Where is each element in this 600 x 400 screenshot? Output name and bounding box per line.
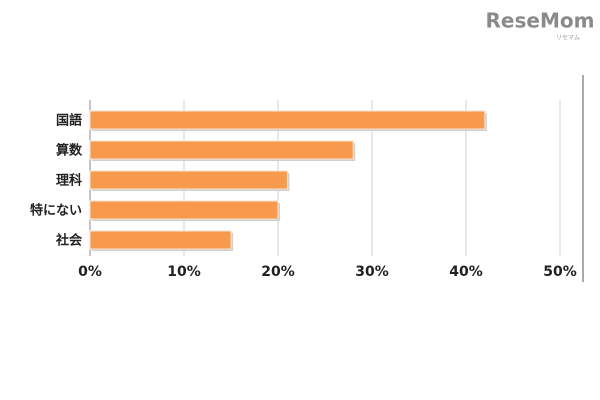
x-tick-label: 50% [543,264,577,280]
x-tick-label: 20% [261,264,295,280]
y-tick-label: 算数 [56,143,83,159]
x-tick-label: 0% [78,264,102,280]
watermark-sub: リセマム [556,35,580,42]
x-tick-label: 10% [167,264,201,280]
y-tick-label: 社会 [55,233,83,249]
y-tick-label: 理科 [56,173,82,189]
watermark: ReseMom [486,9,595,33]
bar [89,140,354,160]
y-tick-label: 国語 [56,113,82,129]
x-tick-label: 30% [355,264,389,280]
bar [89,200,279,220]
bar [89,110,486,130]
bar [89,230,232,250]
y-tick-label: 特にない [30,203,82,219]
x-tick-label: 40% [449,264,483,280]
bar [89,170,288,190]
